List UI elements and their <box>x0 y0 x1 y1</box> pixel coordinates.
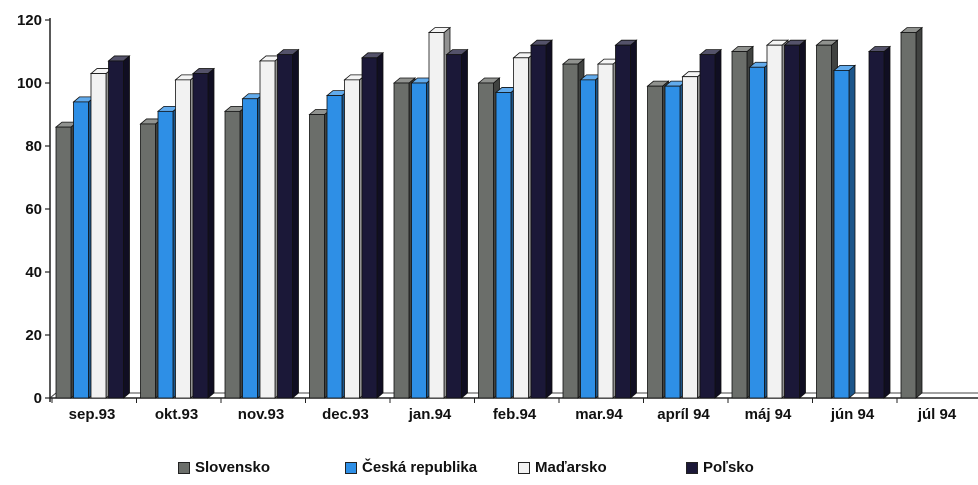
bar <box>360 51 385 399</box>
y-tick-label: 20 <box>25 327 42 344</box>
legend-item: Slovensko <box>178 459 270 476</box>
bar <box>614 39 638 399</box>
legend-label: Česká republika <box>362 459 478 476</box>
y-tick-label: 60 <box>25 201 42 218</box>
legend-swatch <box>686 461 698 474</box>
bar-front <box>224 110 241 399</box>
bar-front <box>326 95 343 399</box>
bar-side <box>292 48 299 399</box>
bar-front <box>140 123 156 399</box>
bar-front <box>73 101 89 399</box>
bar-front <box>175 79 191 399</box>
bar-front <box>90 73 107 399</box>
bar-front <box>259 60 276 399</box>
legend-label: Slovensko <box>195 459 271 476</box>
y-tick-label: 100 <box>17 75 42 92</box>
bar-front <box>478 82 494 399</box>
y-tick-label: 40 <box>25 264 42 281</box>
bar-side <box>123 55 130 399</box>
bar-front <box>361 57 378 399</box>
x-tick-label: mar.94 <box>575 406 623 423</box>
legend-swatch <box>345 461 357 474</box>
bar <box>698 48 723 399</box>
bar <box>899 26 924 399</box>
bar-front <box>428 32 445 399</box>
x-tick-label: okt.93 <box>155 406 198 423</box>
bar <box>276 48 300 399</box>
bar-front <box>530 44 547 399</box>
bar-front <box>682 76 698 399</box>
bar-side <box>207 67 215 399</box>
chart-canvas: 0 20 40 60 80 100 120 sep.93 okt.93 nov.93 dec.93 j… <box>17 12 978 423</box>
bar-front <box>833 70 850 399</box>
bar-side <box>461 48 468 399</box>
bar-front <box>344 79 360 399</box>
bar-front <box>157 110 174 399</box>
bar-front <box>192 73 209 399</box>
bar-front <box>309 114 325 399</box>
bar-front <box>731 51 748 399</box>
bar-front <box>411 82 427 399</box>
bar-chart: 0 20 40 60 80 100 120 sep.93 okt.93 nov.93 dec.93 j… <box>17 12 978 423</box>
bar-side <box>376 51 384 399</box>
bar <box>529 39 554 399</box>
bar <box>832 64 857 399</box>
x-tick-label: apríl 94 <box>657 406 710 423</box>
bar-side <box>714 48 722 399</box>
bar-front <box>495 92 512 399</box>
bar-front <box>562 63 579 399</box>
bar-front <box>816 44 832 399</box>
bar <box>783 39 807 399</box>
bar-front <box>393 82 410 399</box>
legend-swatch <box>518 461 530 474</box>
x-tick-label: jún 94 <box>830 406 875 423</box>
bar-side <box>545 39 553 399</box>
legend-item: Česká republika <box>345 459 477 476</box>
legend-label: Poľsko <box>703 459 754 476</box>
bar-front <box>868 51 885 399</box>
bar <box>107 55 131 399</box>
bar-front <box>108 60 124 399</box>
bar-side <box>883 45 891 399</box>
bar-front <box>446 54 462 399</box>
x-tick-label: sep.93 <box>69 406 116 423</box>
x-tick-label: nov.93 <box>238 406 284 423</box>
x-tick-label: máj 94 <box>745 406 792 423</box>
bar-front <box>766 44 783 399</box>
bar <box>445 48 469 399</box>
bar-side <box>630 39 637 399</box>
bar-side <box>799 39 806 399</box>
bar-front <box>242 98 258 399</box>
y-tick-label: 80 <box>25 138 42 155</box>
bar <box>867 45 892 399</box>
bar-front <box>615 44 631 399</box>
bar-side <box>848 64 856 399</box>
y-tick-label: 0 <box>34 390 42 407</box>
legend-label: Maďarsko <box>535 459 607 476</box>
x-tick-label: jan.94 <box>408 406 452 423</box>
bar-front <box>647 85 663 399</box>
bar-front <box>55 126 72 399</box>
bar-side <box>915 26 923 399</box>
bar-front <box>699 54 716 399</box>
x-tick-label: feb.94 <box>493 406 537 423</box>
bar-front <box>784 44 800 399</box>
bar-front <box>749 66 765 399</box>
bar-front <box>664 85 681 399</box>
bar-front <box>513 57 529 399</box>
bar-front <box>277 54 293 399</box>
chart-legend: Slovensko Česká republika Maďarsko Poľsko <box>0 459 978 483</box>
bar-front <box>900 32 917 399</box>
x-tick-label: júl 94 <box>917 406 957 423</box>
bar-front <box>580 79 596 399</box>
legend-item: Maďarsko <box>518 459 607 476</box>
legend-item: Poľsko <box>686 459 754 476</box>
bar <box>191 67 216 399</box>
legend-swatch <box>178 461 190 474</box>
bar-front <box>597 63 614 399</box>
y-tick-label: 120 <box>17 12 42 29</box>
x-tick-label: dec.93 <box>322 406 369 423</box>
